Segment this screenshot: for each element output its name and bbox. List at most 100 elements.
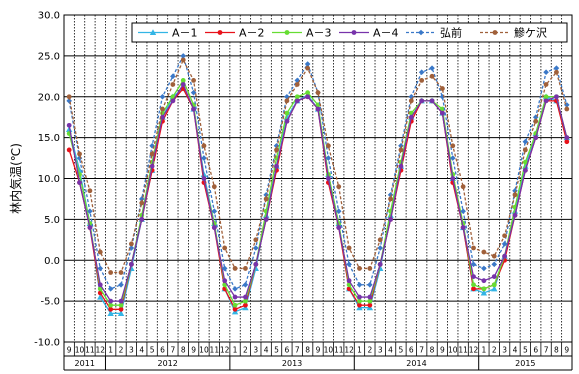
data-point <box>408 98 414 104</box>
month-tick-label: 11 <box>458 346 468 355</box>
legend-label: A－4 <box>373 27 399 40</box>
month-tick-label: 5 <box>274 346 279 355</box>
year-tick-label: 2013 <box>282 359 302 368</box>
year-tick-label: 2012 <box>157 359 177 368</box>
data-point <box>408 114 414 120</box>
data-point <box>564 106 570 112</box>
y-tick-label: 10.0 <box>38 174 60 185</box>
month-tick-label: 2 <box>243 346 248 355</box>
data-point <box>543 69 549 76</box>
month-tick-label: 3 <box>502 346 507 355</box>
data-point <box>274 163 279 169</box>
data-point <box>564 135 570 141</box>
month-tick-label: 4 <box>139 346 144 355</box>
data-point <box>149 163 155 169</box>
month-tick-label: 3 <box>378 346 383 355</box>
data-point <box>118 298 124 304</box>
data-point <box>491 261 498 268</box>
data-point <box>398 163 404 169</box>
data-point <box>118 306 124 312</box>
data-point <box>522 147 528 153</box>
data-point <box>357 302 362 308</box>
month-tick-label: 1 <box>481 346 486 355</box>
year-tick-label: 2014 <box>406 359 426 368</box>
series-4 <box>66 82 570 304</box>
data-point <box>450 143 456 149</box>
data-point <box>543 98 549 104</box>
month-tick-label: 12 <box>96 346 106 355</box>
data-point <box>97 293 104 300</box>
axis-layer: -10.0-5.00.05.010.015.020.025.030.09 10 11… <box>34 11 573 371</box>
legend-swatch-marker <box>284 30 290 35</box>
data-point <box>512 212 518 218</box>
month-tick-label: 9 <box>564 346 569 355</box>
data-point <box>66 147 72 153</box>
data-point <box>388 216 393 222</box>
month-tick-label: 1 <box>108 346 113 355</box>
data-point <box>160 106 165 112</box>
data-point <box>325 143 331 149</box>
data-point <box>294 82 300 87</box>
data-point <box>533 118 539 124</box>
month-tick-label: 2 <box>492 346 497 355</box>
data-point <box>325 155 332 161</box>
data-point <box>232 302 238 308</box>
data-point <box>222 278 228 284</box>
data-point <box>263 216 269 222</box>
data-point <box>543 82 549 87</box>
data-point <box>554 94 559 100</box>
data-point <box>97 249 103 255</box>
data-point <box>284 118 290 124</box>
data-point <box>305 65 311 71</box>
grid-layer <box>63 14 573 343</box>
data-point <box>377 261 383 267</box>
data-point <box>191 78 196 83</box>
month-tick-label: 2 <box>119 346 124 355</box>
month-tick-label: 4 <box>513 346 518 355</box>
data-point <box>107 286 114 292</box>
data-point <box>274 147 279 153</box>
data-point <box>335 208 342 214</box>
data-point <box>284 93 290 100</box>
data-point <box>253 261 259 267</box>
data-point <box>418 69 425 76</box>
data-point <box>211 208 218 214</box>
data-point <box>243 298 248 304</box>
month-tick-label: 4 <box>264 346 269 355</box>
data-point <box>357 298 362 304</box>
data-point <box>501 241 508 247</box>
data-point <box>180 78 186 83</box>
data-point <box>232 286 238 292</box>
month-tick-label: 7 <box>544 346 549 355</box>
data-point <box>211 184 217 190</box>
data-point <box>480 289 488 296</box>
data-point <box>77 151 82 157</box>
month-tick-label: 10 <box>324 346 334 355</box>
data-point <box>471 245 476 251</box>
data-point <box>522 167 528 173</box>
year-tick-label: 2011 <box>75 359 95 368</box>
data-point <box>160 114 165 120</box>
data-point <box>243 302 248 308</box>
month-tick-label: 7 <box>170 346 175 355</box>
month-tick-label: 11 <box>85 346 95 355</box>
month-tick-label: 3 <box>253 346 258 355</box>
data-point <box>243 294 248 300</box>
data-point <box>170 98 176 104</box>
data-point <box>232 294 238 300</box>
month-tick-label: 11 <box>334 346 344 355</box>
data-point <box>387 192 394 198</box>
data-point <box>522 138 529 145</box>
data-point <box>491 253 497 259</box>
data-point <box>191 106 196 112</box>
legend-swatch-marker <box>351 30 357 35</box>
data-point <box>398 147 404 153</box>
legend-label: A－1 <box>172 27 198 40</box>
data-point <box>294 94 300 100</box>
data-point <box>336 184 342 190</box>
month-tick-label: 9 <box>316 346 321 355</box>
month-tick-label: 8 <box>554 346 559 355</box>
data-point <box>170 82 176 87</box>
month-tick-label: 3 <box>129 346 134 355</box>
data-point <box>108 306 114 312</box>
